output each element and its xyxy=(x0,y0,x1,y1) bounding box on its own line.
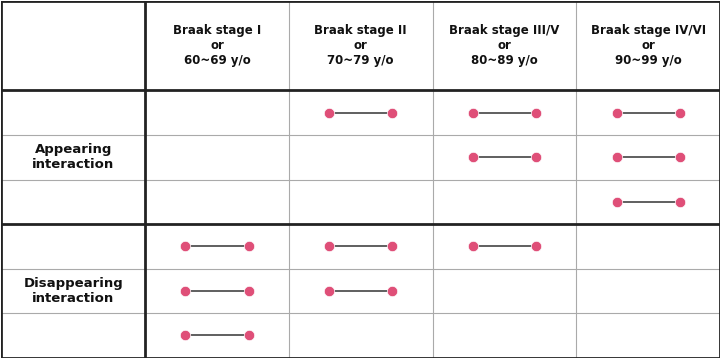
Text: Appearing
interaction: Appearing interaction xyxy=(32,143,114,171)
Text: Braak stage II
or
70~79 y/o: Braak stage II or 70~79 y/o xyxy=(315,24,407,67)
Text: Braak stage IV/VI
or
90~99 y/o: Braak stage IV/VI or 90~99 y/o xyxy=(591,24,706,67)
Text: Braak stage III/V
or
80~89 y/o: Braak stage III/V or 80~89 y/o xyxy=(449,24,560,67)
Text: Braak stage I
or
60~69 y/o: Braak stage I or 60~69 y/o xyxy=(173,24,261,67)
Text: Disappearing
interaction: Disappearing interaction xyxy=(23,277,123,305)
